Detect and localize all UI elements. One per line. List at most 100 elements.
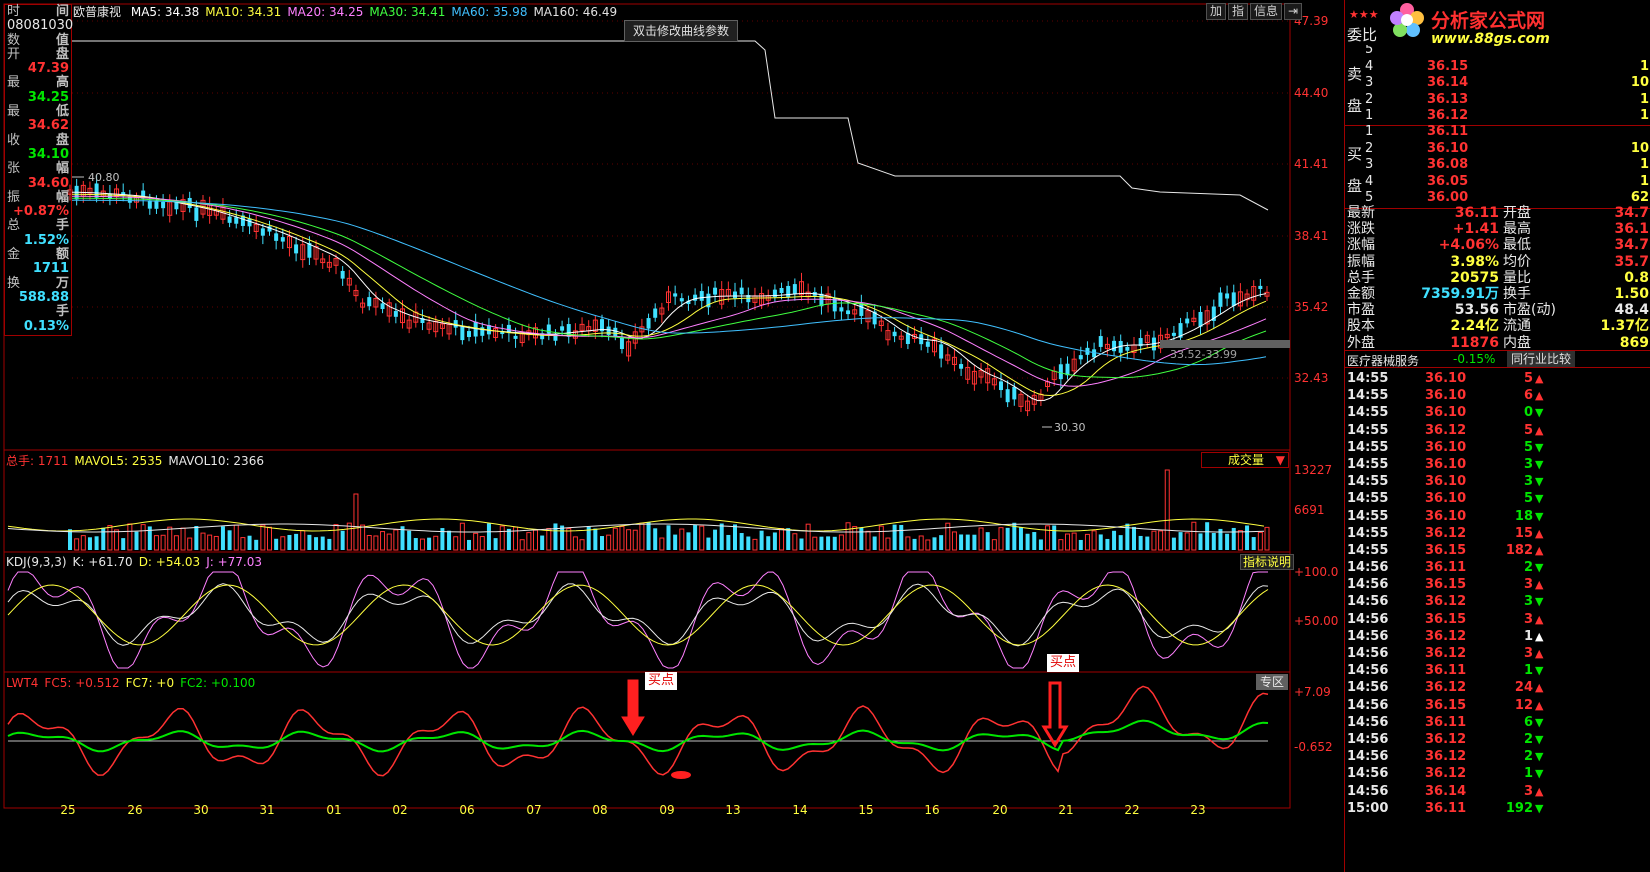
- volume-bar: [499, 525, 505, 551]
- candle-body: [792, 284, 797, 295]
- volume-bar: [560, 525, 565, 550]
- volume-bar: [852, 526, 858, 551]
- volume-bar: [1264, 526, 1270, 551]
- indicator-dropdown[interactable]: 成交量 ▼: [1201, 452, 1289, 468]
- tick-row: 14:55 36.15 182 ▲: [1345, 542, 1650, 559]
- candle-body: [919, 334, 924, 345]
- order-price: 36.00: [1427, 190, 1469, 205]
- candle-body: [340, 270, 345, 279]
- order-row[interactable]: 2 36.13 1: [1365, 92, 1650, 109]
- info-row: +0.87%: [5, 204, 71, 219]
- return-icon[interactable]: ⇥: [1284, 3, 1303, 20]
- volume-bar: [693, 525, 698, 550]
- candle-body: [353, 289, 359, 297]
- tick-row: 14:55 36.10 5 ▼: [1345, 439, 1650, 456]
- order-row[interactable]: 3 36.14 10: [1365, 75, 1650, 92]
- order-price: 36.05: [1427, 173, 1469, 189]
- tick-volume: 15: [1514, 525, 1533, 541]
- candle-body: [839, 307, 844, 312]
- candle-body: [493, 328, 499, 338]
- order-price: 36.14: [1427, 75, 1469, 90]
- candle-body: [560, 326, 565, 331]
- order-price: 36.13: [1427, 91, 1469, 107]
- info-row: 开盘: [5, 47, 71, 62]
- order-row[interactable]: 5: [1365, 42, 1650, 59]
- volume-bar: [1198, 533, 1203, 550]
- indicator-help-button[interactable]: 指标说明: [1240, 554, 1295, 570]
- volume-bar: [759, 530, 764, 550]
- divider: [1345, 125, 1650, 126]
- zone-button[interactable]: 专区: [1256, 674, 1288, 690]
- indicator-value: J: +77.03: [206, 555, 263, 569]
- candle-body: [679, 298, 684, 302]
- volume-bar: [134, 531, 139, 550]
- volume-bar: [1231, 527, 1236, 550]
- add-button[interactable]: 加: [1206, 3, 1227, 20]
- candle-body: [180, 199, 186, 212]
- info-row: 总手: [5, 219, 71, 234]
- ma60-line: [72, 199, 1267, 366]
- tick-price: 36.12: [1425, 680, 1467, 696]
- info-button[interactable]: 信息: [1250, 3, 1283, 20]
- candle-body: [400, 308, 405, 324]
- order-price: 36.10: [1427, 140, 1469, 156]
- up-arrow-icon: ▲: [1535, 389, 1544, 403]
- candle-body: [127, 196, 132, 203]
- stat-row: 股本 2.24亿 流通 1.37亿: [1347, 318, 1650, 334]
- order-row[interactable]: 1 36.11: [1365, 124, 1650, 141]
- order-level: 2: [1365, 140, 1374, 156]
- date-label: 16: [924, 803, 939, 817]
- order-row[interactable]: 5 36.00 62: [1365, 190, 1650, 207]
- candle-body: [852, 309, 858, 315]
- order-row[interactable]: 1 36.12 1: [1365, 108, 1650, 125]
- up-arrow-icon: ▲: [1535, 526, 1544, 540]
- indicator-button[interactable]: 指: [1228, 3, 1249, 20]
- candle-body: [187, 197, 192, 209]
- buy-orders: 1 36.11 2 36.10 10 3 36.08 1 4 36.05 1 5 36.00 62: [1365, 124, 1650, 207]
- ma-legend: MA5: 34.38 MA10: 34.31 MA20: 34.25 MA30: 34…: [125, 5, 617, 19]
- sector-name[interactable]: 医疗器械服务: [1347, 354, 1420, 368]
- tick-time: 14:56: [1347, 560, 1389, 576]
- buy-arrow-icon: [621, 679, 645, 736]
- volume-bar: [1251, 537, 1256, 550]
- volume-tick: 13227: [1294, 463, 1332, 477]
- volume-bar: [965, 534, 970, 550]
- logo-url[interactable]: www.88gs.com: [1431, 31, 1550, 47]
- date-label: 30: [193, 803, 208, 817]
- peer-compare-button[interactable]: 同行业比较: [1507, 351, 1576, 367]
- volume-bar: [1071, 532, 1077, 551]
- volume-bar: [533, 529, 538, 551]
- candle-body: [500, 330, 505, 335]
- volume-bar: [407, 530, 412, 550]
- volume-bar: [360, 524, 366, 551]
- volume-bar: [819, 536, 824, 550]
- chart-canvas[interactable]: 47.39 44.40 41.41 38.41 35.42 32.43 13227 6691 +…: [0, 0, 1344, 872]
- order-row[interactable]: 2 36.10 10: [1365, 141, 1650, 158]
- info-row: 34.10: [5, 147, 71, 162]
- volume-bar: [978, 527, 984, 551]
- order-price: 36.12: [1427, 108, 1469, 123]
- up-arrow-icon: ▲: [1535, 698, 1544, 712]
- volume-bar: [772, 532, 777, 550]
- tick-volume: 18: [1514, 508, 1533, 524]
- tick-row: 14:56 36.11 2 ▼: [1345, 559, 1650, 576]
- tick-time: 14:55: [1347, 439, 1389, 455]
- info-label: 换: [7, 275, 21, 291]
- volume-header: 总手: 1711 MAVOL5: 2535 MAVOL10: 2366: [6, 452, 270, 469]
- tick-volume: 6: [1523, 714, 1533, 730]
- tick-price: 36.10: [1425, 456, 1467, 472]
- tick-list[interactable]: 14:55 36.10 5 ▲ 14:55 36.10 6 ▲ 14:55 36.10 0 ▼ 14:5…: [1345, 370, 1650, 817]
- info-value: 588.88: [18, 289, 69, 305]
- candle-body: [1112, 340, 1117, 352]
- volume-bar: [792, 533, 798, 551]
- down-arrow-icon: ▼: [1535, 561, 1544, 575]
- tick-time: 14:56: [1347, 714, 1389, 730]
- order-row[interactable]: 3 36.08 1: [1365, 157, 1650, 174]
- order-row[interactable]: 4 36.15 1: [1365, 59, 1650, 76]
- ma-legend-item: MA60: 35.98: [451, 5, 528, 19]
- tick-time: 14:55: [1347, 405, 1389, 421]
- candle-body: [426, 322, 432, 330]
- order-row[interactable]: 4 36.05 1: [1365, 174, 1650, 191]
- candle-body: [274, 233, 279, 241]
